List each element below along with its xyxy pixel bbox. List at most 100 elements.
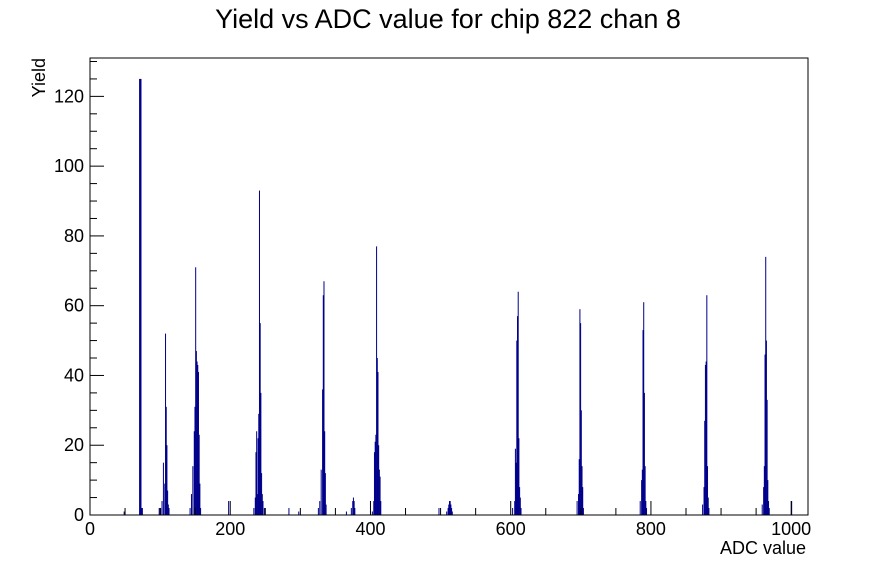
histogram-bar: [449, 501, 450, 515]
histogram-bar: [324, 473, 326, 515]
histogram-bar: [768, 508, 770, 515]
histogram-bar: [579, 309, 581, 515]
histogram-bar: [190, 494, 192, 515]
histogram-bar: [582, 487, 584, 515]
histogram-bar: [139, 78, 141, 516]
histogram-bar: [166, 445, 168, 515]
histogram-bar: [258, 413, 260, 515]
x-axis-label: ADC value: [720, 538, 806, 558]
histogram-bar: [641, 469, 643, 515]
histogram-bar: [704, 364, 706, 515]
histogram-bar: [139, 78, 141, 516]
histogram-bar: [263, 508, 265, 515]
histogram-bar: [261, 473, 263, 515]
histogram-bar: [165, 333, 167, 515]
histogram-bar: [707, 497, 709, 515]
histogram-bar: [766, 399, 768, 515]
y-tick-label: 20: [64, 435, 84, 455]
histogram-bar: [763, 487, 765, 515]
histogram-bar: [261, 494, 263, 515]
histogram-bar: [645, 501, 647, 515]
histogram-bar: [167, 504, 169, 515]
histogram-bar: [325, 504, 327, 515]
histogram-bar: [517, 316, 519, 515]
histogram-bar: [298, 511, 300, 515]
histogram-bar: [258, 190, 260, 515]
histogram-bar: [256, 431, 258, 515]
histogram-bar: [644, 466, 646, 515]
histogram-bar: [707, 466, 709, 515]
histogram-bar: [438, 508, 440, 515]
y-tick-label: 80: [64, 226, 84, 246]
histogram-bar: [378, 469, 380, 515]
histogram-bar: [578, 494, 580, 515]
histogram-bar: [767, 480, 769, 515]
axis-tick-labels: 0 200 400 600 800 1000 0 20 40 60 80 100 120: [54, 86, 811, 539]
histogram-bar: [254, 497, 256, 515]
histogram-bar: [228, 501, 230, 515]
histogram-bar: [200, 508, 202, 515]
histogram-bar: [165, 406, 167, 515]
histogram-bar: [765, 340, 767, 515]
histogram-bar: [256, 494, 258, 515]
histogram-bar: [189, 508, 191, 515]
histogram-bar: [354, 508, 356, 515]
histogram-bar: [197, 364, 199, 515]
histogram-bar: [373, 501, 375, 515]
histogram-bar: [141, 508, 143, 515]
histogram-bar: [763, 466, 765, 515]
histogram-bar: [580, 410, 582, 515]
histogram-bar: [639, 501, 641, 515]
chart-title: Yield vs ADC value for chip 822 chan 8: [215, 4, 681, 34]
x-tick-label: 600: [496, 519, 526, 539]
histogram-bar: [158, 508, 160, 515]
histogram-bar: [374, 441, 376, 515]
histogram-bar: [168, 508, 170, 515]
histogram-bar: [193, 431, 195, 515]
histogram-bar: [578, 459, 580, 515]
histogram-bar: [199, 483, 201, 515]
histogram-bar: [446, 511, 448, 515]
histogram-bar: [323, 281, 325, 515]
histogram-bar: [450, 504, 452, 515]
histogram-bar: [167, 490, 169, 515]
histogram-bar: [448, 504, 450, 515]
histogram-bar: [519, 497, 521, 515]
histogram-bar: [708, 508, 710, 515]
histogram-bar: [162, 462, 164, 515]
histogram-bar: [320, 469, 322, 515]
histogram-bar: [514, 501, 516, 515]
histogram-bar: [515, 462, 517, 515]
histogram-bar: [253, 508, 255, 515]
histogram-bar: [324, 431, 326, 515]
histogram-bar: [379, 476, 381, 515]
histogram-bar: [196, 361, 198, 515]
histogram-bar: [764, 354, 766, 515]
histogram-bar: [581, 466, 583, 515]
histogram-bar: [582, 508, 584, 515]
histogram-bars: [123, 78, 793, 516]
histogram-bar: [197, 371, 199, 515]
histogram-bar: [646, 508, 648, 515]
x-tick-label: 0: [85, 519, 95, 539]
y-tick-label: 0: [74, 505, 84, 525]
histogram-bar: [260, 392, 262, 515]
histogram-bar: [451, 508, 453, 515]
histogram-bar: [164, 483, 166, 515]
histogram-bar: [198, 434, 200, 515]
histogram-bar: [352, 501, 354, 515]
histogram-bar: [371, 511, 373, 515]
x-tick-label: 200: [215, 519, 245, 539]
histogram-bar: [259, 323, 261, 515]
x-tick-label: 1000: [771, 519, 811, 539]
histogram-bar: [447, 508, 449, 515]
histogram-bar: [373, 452, 375, 515]
histogram-bar: [519, 487, 521, 515]
histogram-bar: [514, 448, 516, 515]
y-tick-label: 40: [64, 365, 84, 385]
histogram-bar: [288, 508, 290, 515]
histogram-bar: [765, 256, 767, 515]
histogram-bar: [512, 508, 514, 515]
histogram-bar: [768, 501, 770, 515]
histogram-bar: [451, 511, 453, 515]
